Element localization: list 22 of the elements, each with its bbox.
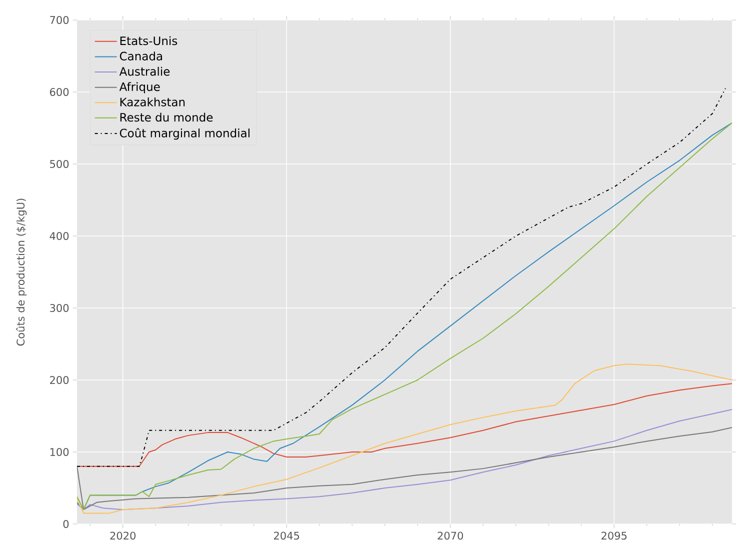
y-axis-title: Coûts de production ($/kgU): [16, 198, 27, 346]
y-tick-label: 400: [50, 232, 69, 240]
legend-label: Canada: [120, 52, 162, 60]
legend-label: Kazakhstan: [120, 97, 185, 106]
legend-label: Coût marginal mondial: [120, 128, 250, 140]
y-tick-label: 300: [50, 304, 69, 312]
y-tick-label: 700: [50, 16, 69, 24]
legend-label: Reste du monde: [120, 112, 213, 122]
legend-label: Etats-Unis: [120, 36, 178, 46]
x-tick-label: 2095: [602, 532, 627, 540]
y-tick-label: 100: [50, 448, 69, 456]
legend-label: Afrique: [119, 82, 160, 94]
y-tick-label: 600: [50, 88, 69, 96]
x-tick-label: 2070: [438, 532, 464, 540]
x-tick-label: 2020: [110, 532, 136, 540]
x-tick-label: 2045: [274, 532, 300, 540]
y-tick-label: 0: [63, 520, 69, 528]
line-series: [77, 383, 732, 467]
legend-label: Australie: [119, 66, 170, 76]
line-series: [77, 409, 732, 510]
y-tick-label: 200: [50, 376, 69, 384]
y-tick-label: 500: [50, 160, 69, 168]
